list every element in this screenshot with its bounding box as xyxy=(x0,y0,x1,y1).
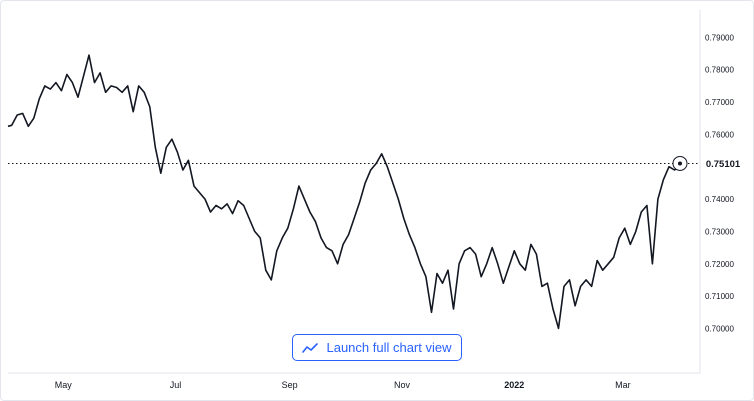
x-tick-label: May xyxy=(55,380,73,390)
y-tick-label: 0.79000 xyxy=(705,33,734,42)
last-price-tag: 0.75101 xyxy=(701,155,745,171)
y-tick-label: 0.76000 xyxy=(705,130,734,139)
y-tick-label: 0.70000 xyxy=(705,324,734,333)
y-tick-label: 0.78000 xyxy=(705,66,734,75)
launch-button-label: Launch full chart view xyxy=(326,340,452,355)
last-point-dot xyxy=(678,161,682,166)
trend-line-icon xyxy=(302,342,319,353)
last-price-label: 0.75101 xyxy=(706,159,741,170)
launch-full-chart-button[interactable]: Launch full chart view xyxy=(292,334,462,361)
x-axis[interactable]: May Jul Sep Nov 2022 Mar xyxy=(55,380,631,390)
axis-lines xyxy=(8,10,701,374)
price-series-line xyxy=(7,54,681,330)
x-tick-label: Nov xyxy=(394,380,411,390)
y-tick-label: 0.77000 xyxy=(705,98,734,107)
x-tick-label: Jul xyxy=(170,380,182,390)
x-tick-label: 2022 xyxy=(504,380,524,390)
last-point-marker xyxy=(672,155,688,171)
y-tick-label: 0.71000 xyxy=(705,292,734,301)
x-tick-label: Mar xyxy=(615,380,631,390)
x-tick-label: Sep xyxy=(282,380,298,390)
y-tick-label: 0.73000 xyxy=(705,227,734,236)
y-tick-label: 0.74000 xyxy=(705,195,734,204)
y-axis[interactable]: 0.700000.710000.720000.730000.740000.750… xyxy=(705,33,734,333)
y-tick-label: 0.72000 xyxy=(705,260,734,269)
